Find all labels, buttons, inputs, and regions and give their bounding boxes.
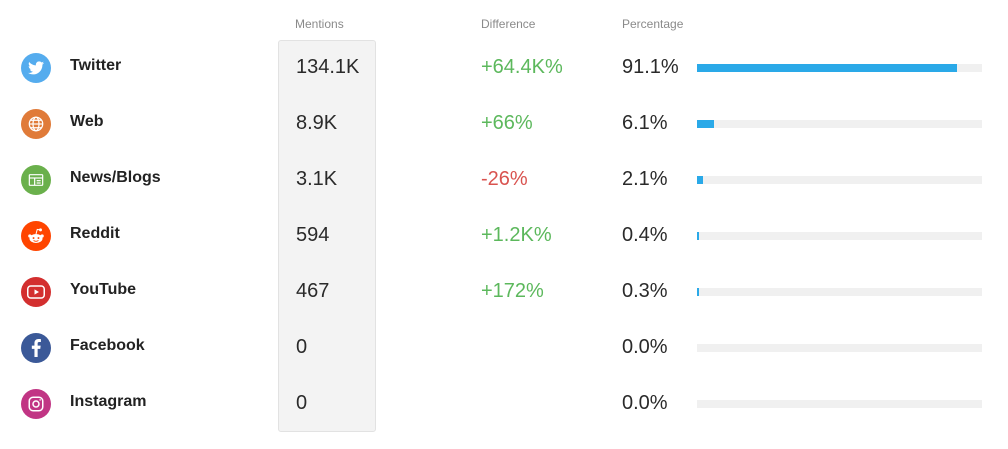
youtube-icon bbox=[21, 277, 51, 307]
difference-value: +66% bbox=[481, 112, 533, 134]
difference-value: +172% bbox=[481, 280, 544, 302]
source-row-facebook: Facebook 0 0.0% bbox=[0, 320, 1008, 376]
percentage-value: 0.0% bbox=[622, 392, 668, 414]
mentions-value: 0 bbox=[296, 392, 308, 414]
source-row-twitter: Twitter 134.1K +64.4K% 91.1% bbox=[0, 40, 1008, 96]
percentage-bar bbox=[697, 400, 982, 408]
source-row-reddit: Reddit 594 +1.2K% 0.4% bbox=[0, 208, 1008, 264]
percentage-bar-fill bbox=[697, 288, 699, 296]
mentions-column-header: Mentions bbox=[295, 17, 344, 31]
difference-value: -26% bbox=[481, 168, 528, 190]
percentage-bar bbox=[697, 288, 982, 296]
source-row-youtube: YouTube 467 +172% 0.3% bbox=[0, 264, 1008, 320]
percentage-bar-fill bbox=[697, 120, 715, 128]
source-name[interactable]: Facebook bbox=[70, 337, 145, 354]
source-name[interactable]: YouTube bbox=[70, 281, 137, 298]
mentions-value: 8.9K bbox=[296, 112, 338, 134]
mentions-value: 3.1K bbox=[296, 168, 338, 190]
instagram-icon bbox=[21, 389, 51, 419]
news-icon bbox=[21, 165, 51, 195]
percentage-bar-fill bbox=[697, 232, 699, 240]
source-name[interactable]: Web bbox=[70, 113, 104, 130]
percentage-bar bbox=[697, 64, 982, 72]
source-row-instagram: Instagram 0 0.0% bbox=[0, 376, 1008, 432]
mentions-value: 594 bbox=[296, 224, 330, 246]
source-name[interactable]: News/Blogs bbox=[70, 169, 161, 186]
percentage-value: 6.1% bbox=[622, 112, 668, 134]
percentage-bar-fill bbox=[697, 64, 957, 72]
source-row-news-blogs: News/Blogs 3.1K -26% 2.1% bbox=[0, 152, 1008, 208]
percentage-value: 2.1% bbox=[622, 168, 668, 190]
percentage-bar bbox=[697, 176, 982, 184]
percentage-value: 91.1% bbox=[622, 56, 679, 78]
source-row-web: Web 8.9K +66% 6.1% bbox=[0, 96, 1008, 152]
mentions-value: 0 bbox=[296, 336, 308, 358]
percentage-bar bbox=[697, 344, 982, 352]
mentions-column-panel bbox=[278, 40, 376, 432]
mentions-value: 467 bbox=[296, 280, 330, 302]
facebook-icon bbox=[21, 333, 51, 363]
percentage-value: 0.0% bbox=[622, 336, 668, 358]
percentage-bar bbox=[697, 120, 982, 128]
difference-value: +64.4K% bbox=[481, 56, 563, 78]
difference-value: +1.2K% bbox=[481, 224, 552, 246]
source-name[interactable]: Reddit bbox=[70, 225, 120, 242]
globe-icon bbox=[21, 109, 51, 139]
mentions-value: 134.1K bbox=[296, 56, 360, 78]
percentage-value: 0.4% bbox=[622, 224, 668, 246]
difference-column-header: Difference bbox=[481, 17, 536, 31]
twitter-icon bbox=[21, 53, 51, 83]
reddit-icon bbox=[21, 221, 51, 251]
source-name[interactable]: Instagram bbox=[70, 393, 147, 410]
percentage-column-header: Percentage bbox=[622, 17, 684, 31]
percentage-value: 0.3% bbox=[622, 280, 668, 302]
sources-table: Twitter 134.1K +64.4K% 91.1% Web 8.9K +6… bbox=[0, 40, 1008, 432]
source-name[interactable]: Twitter bbox=[70, 57, 122, 74]
percentage-bar bbox=[697, 232, 982, 240]
percentage-bar-fill bbox=[697, 176, 703, 184]
